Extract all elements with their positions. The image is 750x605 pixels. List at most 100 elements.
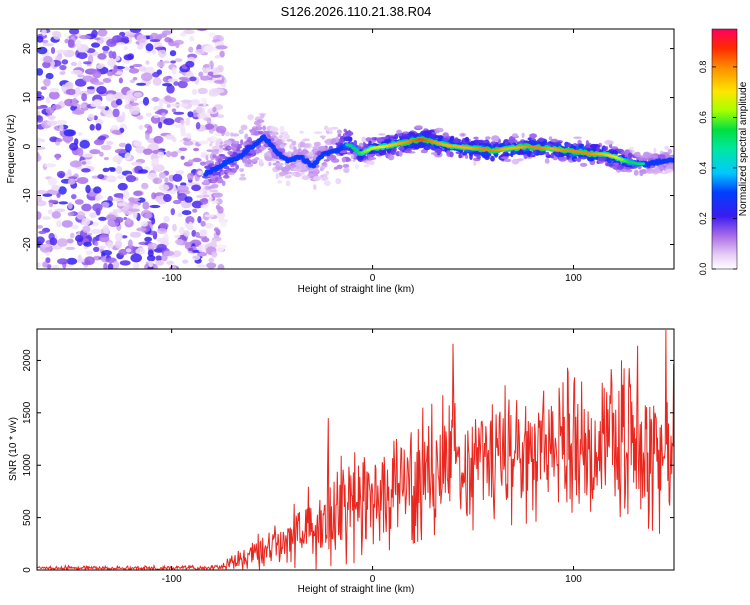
heatmap-cell: [293, 146, 297, 153]
heatmap-cell: [550, 138, 559, 143]
heatmap-cell: [97, 245, 106, 250]
heatmap-cell: [145, 131, 150, 141]
heatmap-cell: [271, 127, 279, 132]
heatmap-cell: [238, 129, 244, 135]
heatmap-cell: [217, 264, 225, 269]
heatmap-cell: [189, 76, 197, 82]
heatmap-cell: [398, 150, 403, 157]
heatmap-cell: [284, 175, 292, 179]
heatmap-cell: [138, 66, 147, 72]
heatmap-cell: [51, 104, 62, 110]
heatmap-cell: [213, 227, 219, 232]
heatmap-cell: [183, 140, 194, 146]
heatmap-cell: [135, 247, 145, 255]
heatmap-cell: [584, 144, 591, 149]
heatmap-cell: [108, 50, 114, 59]
heatmap-cell: [80, 103, 87, 109]
heatmap-cell: [642, 151, 651, 158]
heatmap-cell: [185, 117, 191, 126]
heatmap-cell: [37, 146, 46, 150]
heatmap-cell: [503, 158, 512, 162]
heatmap-cell: [37, 110, 41, 116]
figure-title: S126.2026.110.21.38.R04: [281, 4, 432, 19]
heatmap-cell: [428, 134, 438, 138]
heatmap-cell: [242, 158, 248, 164]
heatmap-cell: [240, 139, 244, 146]
ridge-peak: [363, 150, 368, 153]
heatmap-cell: [92, 70, 102, 79]
heatmap-cell: [102, 50, 109, 54]
heatmap-cell: [149, 39, 161, 43]
heatmap-cell: [98, 216, 107, 221]
heatmap-cell: [312, 170, 318, 174]
heatmap-cell: [196, 29, 208, 32]
heatmap-cell: [102, 45, 110, 52]
heatmap-cell: [325, 170, 330, 175]
heatmap-cell: [107, 59, 116, 67]
heatmap-cell: [191, 229, 197, 237]
heatmap-cell: [82, 75, 94, 82]
heatmap-cell: [302, 138, 311, 142]
heatmap-cell: [179, 226, 185, 235]
heatmap-cell: [94, 37, 101, 41]
heatmap-cell: [211, 171, 220, 176]
heatmap-cell: [223, 175, 230, 179]
heatmap-cell: [203, 194, 210, 198]
heatmap-cell: [566, 152, 570, 158]
heatmap-cell: [175, 42, 180, 49]
heatmap-cell: [219, 50, 225, 58]
heatmap-cell: [77, 254, 82, 263]
heatmap-cell: [50, 47, 56, 54]
heatmap-cell: [65, 88, 77, 96]
heatmap-cell: [37, 115, 44, 123]
heatmap-cell: [119, 260, 131, 266]
heatmap-cell: [97, 106, 106, 110]
heatmap-cell: [209, 196, 213, 200]
heatmap-cell: [157, 33, 168, 38]
heatmap-cell: [207, 71, 214, 76]
heatmap-cell: [95, 123, 102, 131]
heatmap-cell: [144, 236, 153, 242]
y-tick-label: 20: [22, 43, 33, 55]
heatmap-cell: [121, 111, 126, 121]
heatmap-cell: [204, 165, 212, 170]
heatmap-cell: [154, 46, 167, 51]
heatmap-cell: [579, 143, 584, 148]
heatmap-cell: [449, 136, 454, 142]
heatmap-cell: [342, 164, 350, 168]
heatmap-cell: [423, 144, 431, 151]
heatmap-cell: [518, 149, 524, 155]
heatmap-ridge-layer: [201, 112, 674, 204]
heatmap-cell: [180, 132, 187, 137]
heatmap-cell: [240, 124, 248, 130]
heatmap-cell: [47, 115, 56, 120]
heatmap-cell: [81, 93, 87, 102]
heatmap-cell: [144, 212, 152, 219]
heatmap-cell: [117, 175, 124, 180]
heatmap-cell: [464, 136, 470, 143]
heatmap-cell: [380, 136, 389, 140]
heatmap-cell: [634, 151, 641, 158]
y-tick-label: -10: [22, 188, 33, 203]
heatmap-cell: [152, 71, 160, 78]
heatmap-cell: [188, 247, 194, 252]
heatmap-cell: [124, 66, 130, 71]
heatmap-cell: [298, 148, 302, 152]
heatmap-cell: [386, 148, 391, 154]
x-tick-label: 0: [370, 273, 376, 284]
heatmap-cell: [313, 141, 321, 147]
heatmap-cell: [239, 168, 245, 173]
heatmap-cell: [81, 168, 91, 173]
heatmap-cell: [102, 224, 110, 234]
heatmap-cell: [153, 114, 160, 119]
heatmap-cell: [56, 170, 66, 178]
heatmap-cell: [70, 62, 78, 66]
heatmap-cell: [69, 160, 82, 168]
heatmap-cell: [286, 138, 293, 142]
heatmap-cell: [203, 64, 210, 68]
heatmap-cell: [254, 157, 260, 161]
heatmap-cell: [147, 125, 153, 134]
heatmap-cell: [180, 99, 192, 104]
heatmap-cell: [90, 229, 102, 234]
heatmap-cell: [147, 249, 154, 257]
